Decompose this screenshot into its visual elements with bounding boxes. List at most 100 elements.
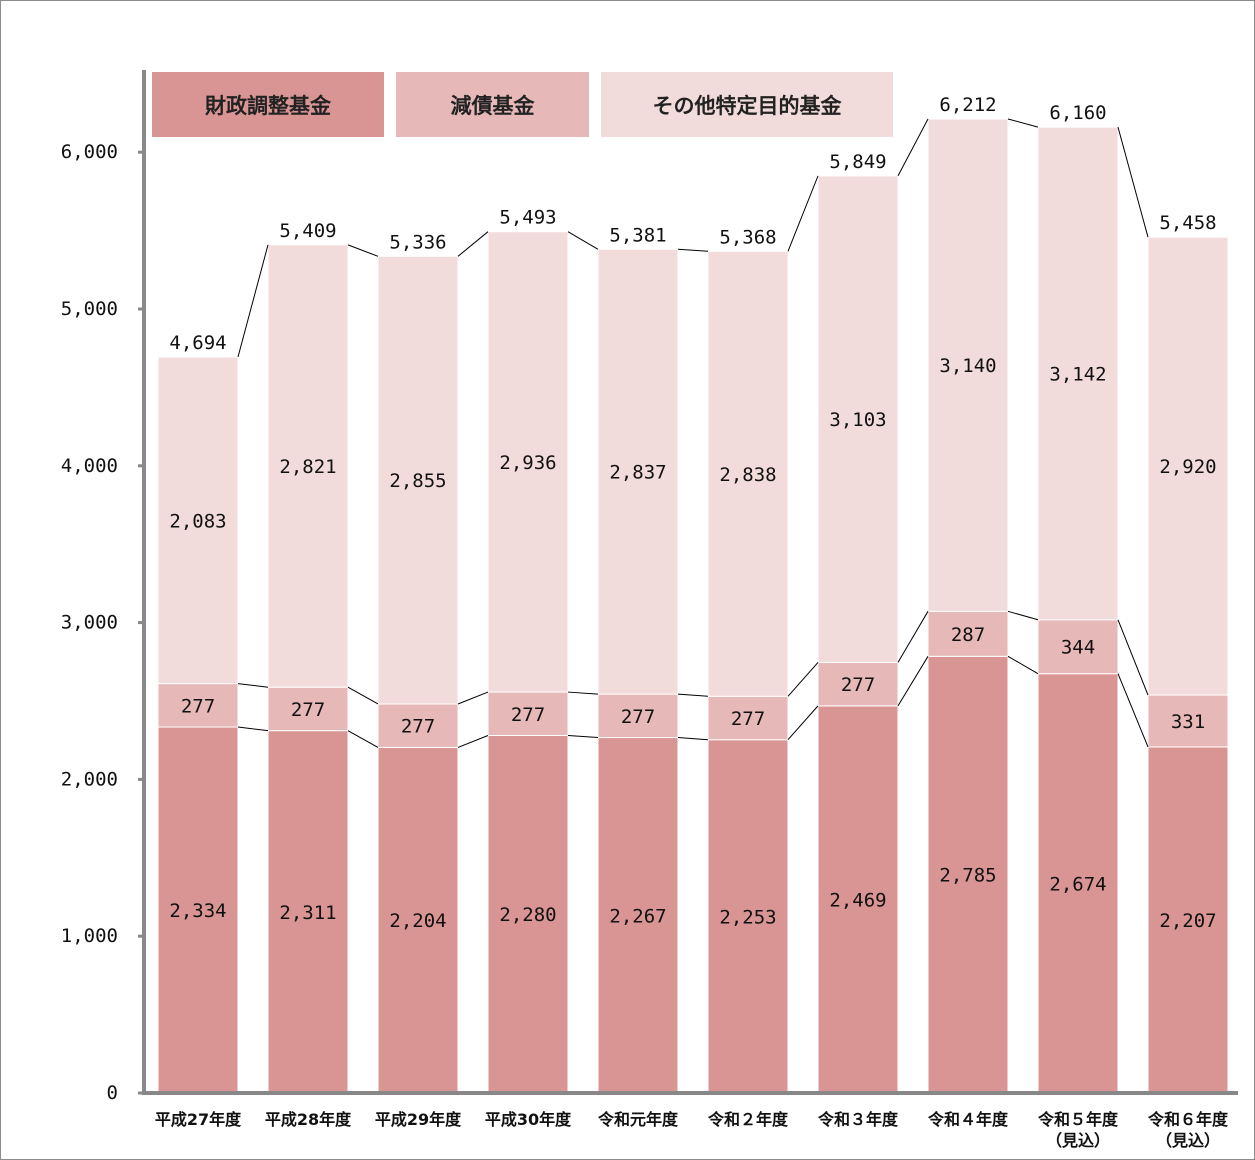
data-label: 277 (511, 704, 545, 726)
x-category-label: 令和３年度 (817, 1110, 899, 1129)
legend-label: 減債基金 (451, 94, 536, 118)
bar-segment (377, 703, 459, 748)
y-tick-label: 3,000 (61, 612, 118, 634)
x-category-label: （見込） (1046, 1131, 1110, 1150)
bar-segment (1147, 694, 1229, 748)
connector-line (237, 244, 269, 358)
bar-segment (927, 655, 1009, 1094)
data-label: 2,785 (939, 865, 996, 887)
data-label: 277 (621, 706, 655, 728)
bar-segment (817, 661, 899, 707)
data-label: 287 (951, 624, 985, 646)
bar-segment (1147, 236, 1229, 696)
connector-line (1117, 619, 1149, 696)
x-category-label: （見込） (1156, 1131, 1220, 1150)
x-category-label: 令和５年度 (1037, 1110, 1119, 1129)
bar-segment (1147, 746, 1229, 1094)
y-tick-label: 6,000 (61, 141, 118, 163)
connector-line (567, 691, 599, 695)
data-label: 2,936 (499, 452, 556, 474)
connector-line (457, 691, 489, 705)
data-label: 2,280 (499, 904, 556, 926)
bar-segment (157, 356, 239, 685)
connector-line (347, 686, 379, 705)
data-label: 331 (1171, 711, 1205, 733)
x-category-label: 平成27年度 (155, 1110, 242, 1129)
bar-segment (377, 255, 459, 705)
connector-line (677, 248, 709, 252)
y-tick-label: 1,000 (61, 925, 118, 947)
data-label: 277 (401, 716, 435, 738)
connector-line (1117, 126, 1149, 238)
x-category-label: 平成28年度 (265, 1110, 352, 1129)
connector-line (1007, 610, 1039, 621)
data-label: 2,674 (1049, 873, 1106, 895)
x-category-label: 令和６年度 (1147, 1110, 1229, 1129)
connector-line (1007, 655, 1039, 675)
x-category-label: 令和２年度 (707, 1110, 789, 1129)
bar-segment (817, 175, 899, 663)
data-label: 2,267 (609, 905, 666, 927)
connector-line (897, 611, 929, 663)
connector-line (347, 244, 379, 257)
bar-segment (1037, 126, 1119, 621)
connector-line (787, 705, 819, 741)
data-label: 3,140 (939, 355, 996, 377)
bar-segment (267, 686, 349, 732)
legend-swatch (396, 72, 589, 137)
total-label: 6,212 (939, 94, 996, 116)
bar-segment (707, 250, 789, 697)
total-label: 5,458 (1159, 212, 1216, 234)
bar-segment (927, 118, 1009, 612)
legend-swatch (601, 72, 893, 137)
connector-line (677, 737, 709, 741)
bar-segment (597, 248, 679, 695)
data-label: 344 (1061, 637, 1095, 659)
connector-line (897, 118, 929, 177)
connector-line (237, 683, 269, 688)
total-label: 5,368 (719, 226, 776, 248)
bar-segment (487, 231, 569, 693)
data-label: 277 (731, 708, 765, 730)
bar-segment (487, 691, 569, 736)
y-tick-label: 0 (107, 1082, 118, 1104)
connector-line (787, 662, 819, 697)
bar-segment (707, 739, 789, 1094)
legend-label: その他特定目的基金 (653, 94, 843, 118)
data-label: 2,334 (169, 900, 226, 922)
connector-line (567, 734, 599, 739)
total-label: 5,381 (609, 224, 666, 246)
data-label: 2,821 (279, 456, 336, 478)
data-label: 277 (291, 699, 325, 721)
total-label: 5,336 (389, 231, 446, 253)
x-category-label: 平成29年度 (375, 1110, 462, 1129)
bar-segment (1037, 673, 1119, 1094)
bar-segment (597, 693, 679, 739)
total-label: 5,409 (279, 220, 336, 242)
data-label: 2,204 (389, 910, 446, 932)
legend-swatch (152, 72, 384, 137)
connector-line (677, 693, 709, 697)
connector-line (457, 231, 489, 257)
y-tick-label: 5,000 (61, 298, 118, 320)
data-label: 2,311 (279, 902, 336, 924)
data-label: 2,207 (1159, 910, 1216, 932)
data-label: 277 (841, 674, 875, 696)
data-label: 2,083 (169, 510, 226, 532)
data-label: 3,142 (1049, 363, 1106, 385)
connector-line (897, 656, 929, 707)
bar-segment (707, 695, 789, 741)
y-tick-label: 4,000 (61, 455, 118, 477)
connector-line (457, 735, 489, 748)
bar-segment (157, 683, 239, 728)
bar-segment (377, 746, 459, 1094)
legend-label: 財政調整基金 (205, 94, 332, 118)
total-label: 5,849 (829, 151, 886, 173)
connector-line (787, 175, 819, 252)
data-label: 277 (181, 695, 215, 717)
connector-line (347, 730, 379, 748)
data-label: 2,469 (829, 889, 886, 911)
y-tick-label: 2,000 (61, 768, 118, 790)
bar-segment (817, 705, 899, 1094)
